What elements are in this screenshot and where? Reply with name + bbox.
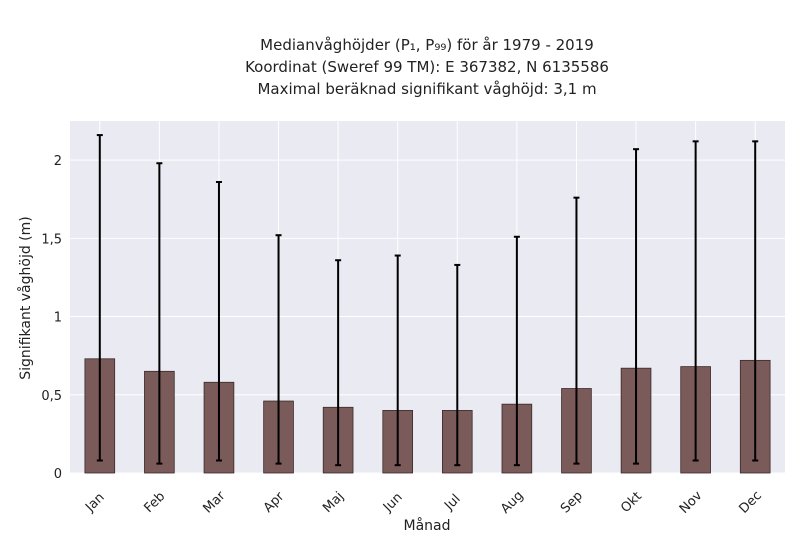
x-tick-label: Dec [737,488,765,516]
x-tick-label: Okt [618,489,645,516]
x-tick-label: Jun [380,490,406,516]
chart-title-line-2: Koordinat (Sweref 99 TM): E 367382, N 61… [245,58,609,76]
y-axis-label: Signifikant våghöjd (m) [17,216,34,379]
x-axis-label: Månad [404,517,451,534]
x-tick-label: Jul [441,492,463,514]
x-axis-ticks: Jan Feb Mar Apr Maj Jun Jul Aug Sep Okt Nov Dec [82,488,765,517]
x-tick-label: Apr [261,489,288,516]
chart-title: Medianvåghöjder (P₁, P₉₉) för år 1979 - … [0,34,800,100]
plot-area [70,121,785,473]
x-tick-label: Sep [558,489,586,517]
x-tick-label: Feb [141,489,168,516]
y-tick-label: 1,5 [41,232,62,247]
y-tick-label: 0 [54,467,62,482]
x-tick-label: Mar [201,488,229,516]
x-tick-label: Aug [498,488,527,517]
y-tick-label: 0,5 [41,389,62,404]
x-tick-label: Maj [320,489,347,516]
y-axis-ticks: 0 0,5 1 1,5 2 [41,154,62,482]
y-tick-label: 2 [54,154,62,169]
x-tick-label: Jan [82,490,107,515]
chart-title-line-1: Medianvåghöjder (P₁, P₉₉) för år 1979 - … [260,36,594,54]
y-tick-label: 1 [54,311,62,326]
chart-title-line-3: Maximal beräknad signifikant våghöjd: 3,… [257,80,597,98]
x-tick-label: Nov [677,488,706,517]
error-bars [96,134,759,467]
